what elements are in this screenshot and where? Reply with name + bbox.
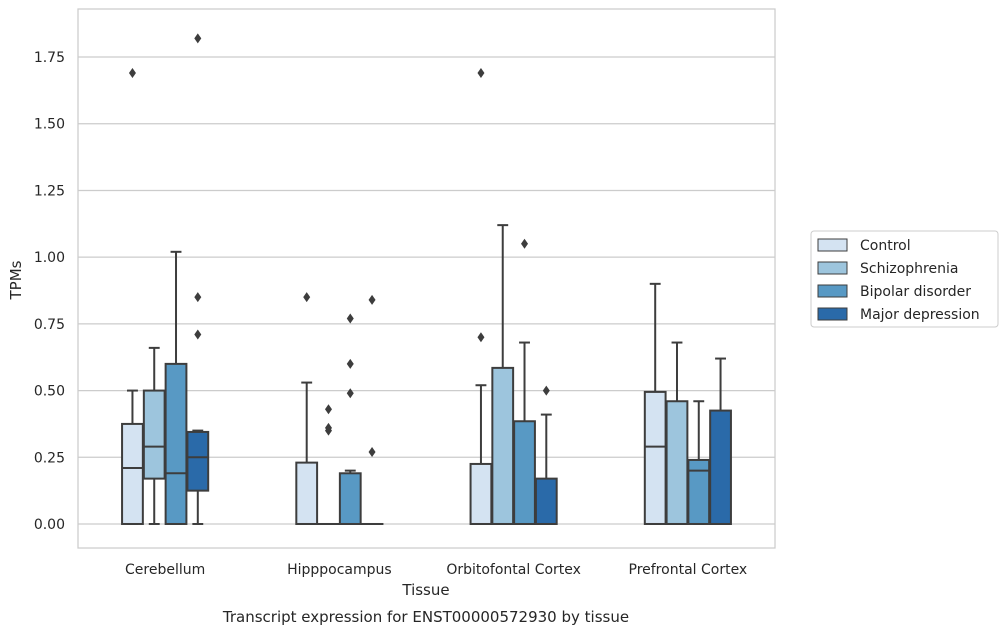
box-iqr (122, 424, 143, 524)
box-iqr (710, 411, 731, 524)
box-iqr (536, 479, 557, 524)
legend-swatch (818, 308, 847, 320)
y-tick-label: 0.25 (34, 450, 65, 466)
y-tick-labels: 0.00 0.25 0.50 0.75 1.00 1.25 1.50 1.75 (34, 50, 65, 533)
x-tick-label: Cerebellum (125, 562, 205, 578)
box-iqr (296, 463, 317, 524)
box-iqr (492, 368, 513, 524)
y-tick-label: 1.00 (34, 250, 65, 266)
y-axis-label: TPMs (7, 260, 25, 300)
box-iqr (667, 401, 688, 524)
legend-swatch (818, 262, 847, 274)
box-iqr (187, 432, 208, 491)
y-tick-label: 1.25 (34, 183, 65, 199)
y-tick-label: 0.75 (34, 317, 65, 333)
x-tick-label: Hipppocampus (287, 562, 392, 578)
legend-label: Schizophrenia (860, 261, 958, 277)
y-tick-label: 0.50 (34, 384, 65, 400)
y-tick-label: 1.75 (34, 50, 65, 66)
legend-swatch (818, 239, 847, 251)
y-tick-label: 1.50 (34, 117, 65, 133)
x-axis-label: Tissue (401, 581, 449, 599)
box-iqr (514, 421, 535, 524)
x-tick-labels: Cerebellum Hipppocampus Orbitofontal Corte… (125, 562, 747, 578)
legend-label: Control (860, 238, 911, 254)
y-tick-label: 0.00 (34, 517, 65, 533)
box-iqr (144, 391, 165, 479)
box-iqr (688, 460, 709, 524)
legend-label: Major depression (860, 307, 980, 323)
box-iqr (645, 392, 666, 524)
legend-swatch (818, 285, 847, 297)
box-iqr (340, 473, 361, 524)
x-tick-label: Orbitofontal Cortex (446, 562, 581, 578)
box-iqr (471, 464, 492, 524)
legend-label: Bipolar disorder (860, 284, 971, 300)
x-tick-label: Prefrontal Cortex (629, 562, 748, 578)
legend: Control Schizophrenia Bipolar disorder Majo… (811, 231, 998, 327)
chart-title: Transcript expression for ENST0000057293… (222, 608, 629, 626)
box-iqr (166, 364, 187, 524)
